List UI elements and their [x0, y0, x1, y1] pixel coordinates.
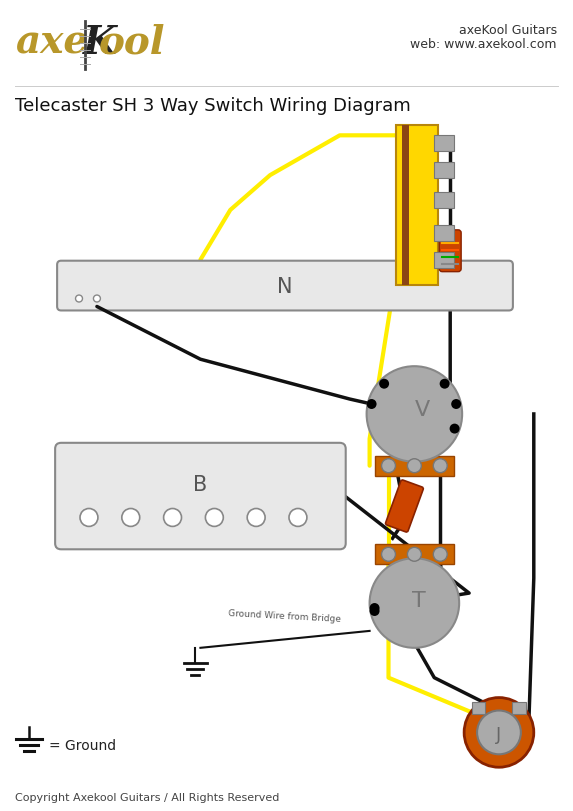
Bar: [402, 127, 409, 285]
Text: K: K: [83, 24, 117, 62]
Bar: [434, 252, 454, 268]
Circle shape: [367, 400, 376, 410]
Circle shape: [122, 508, 140, 527]
Circle shape: [407, 459, 421, 473]
Text: web: www.axekool.com: web: www.axekool.com: [410, 38, 557, 51]
Bar: [375, 545, 454, 564]
Circle shape: [407, 547, 421, 561]
Text: Telecaster SH 3 Way Switch Wiring Diagram: Telecaster SH 3 Way Switch Wiring Diagra…: [15, 97, 411, 114]
Bar: [434, 193, 454, 208]
Circle shape: [450, 424, 460, 434]
Circle shape: [439, 380, 450, 389]
Circle shape: [382, 547, 395, 561]
Circle shape: [370, 559, 459, 648]
Circle shape: [370, 607, 379, 616]
Bar: [397, 127, 438, 285]
Text: Ground Wire from Bridge: Ground Wire from Bridge: [229, 608, 342, 623]
Circle shape: [370, 603, 379, 613]
Circle shape: [464, 697, 534, 767]
Text: T: T: [413, 590, 426, 611]
Circle shape: [451, 400, 461, 410]
Circle shape: [382, 459, 395, 473]
Circle shape: [205, 508, 223, 527]
FancyBboxPatch shape: [55, 444, 346, 550]
Text: N: N: [277, 277, 293, 296]
Circle shape: [379, 380, 389, 389]
Circle shape: [433, 459, 447, 473]
Text: ool: ool: [99, 24, 166, 62]
Bar: [472, 702, 485, 714]
Text: B: B: [193, 474, 207, 494]
Circle shape: [164, 508, 182, 527]
Circle shape: [93, 296, 100, 303]
Bar: [434, 136, 454, 152]
Text: axe: axe: [15, 24, 88, 62]
Circle shape: [80, 508, 98, 527]
FancyBboxPatch shape: [386, 480, 423, 532]
Text: axeKool Guitars: axeKool Guitars: [458, 24, 557, 36]
Circle shape: [477, 710, 521, 754]
Text: J: J: [496, 726, 501, 744]
Circle shape: [247, 508, 265, 527]
Text: = Ground: = Ground: [49, 739, 116, 753]
Bar: [375, 457, 454, 476]
FancyBboxPatch shape: [439, 230, 461, 272]
FancyBboxPatch shape: [57, 261, 513, 311]
Circle shape: [289, 508, 307, 527]
Circle shape: [367, 367, 462, 462]
Bar: [434, 163, 454, 179]
Circle shape: [76, 296, 83, 303]
Bar: [434, 225, 454, 242]
Bar: [512, 702, 527, 714]
Circle shape: [433, 547, 447, 561]
Text: Copyright Axekool Guitars / All Rights Reserved: Copyright Axekool Guitars / All Rights R…: [15, 792, 280, 802]
Text: V: V: [415, 400, 430, 419]
